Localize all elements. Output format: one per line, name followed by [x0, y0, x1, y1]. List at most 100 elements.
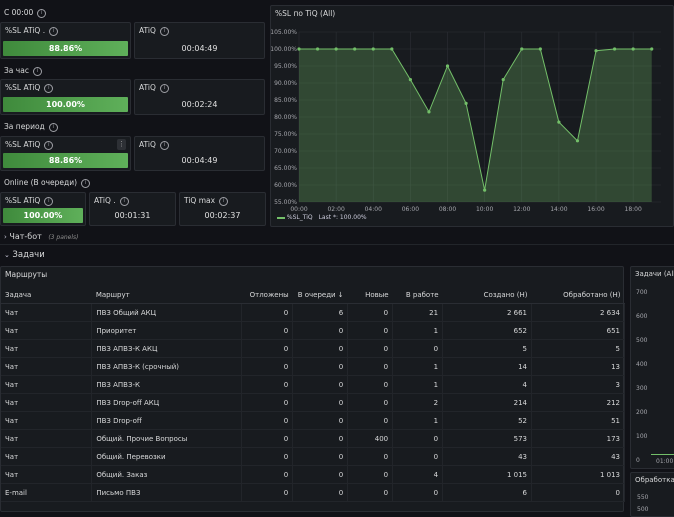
data-point — [594, 49, 598, 53]
column-header[interactable]: Создано (Н) — [442, 286, 532, 304]
column-header[interactable]: Обработано (Н) — [531, 286, 625, 304]
data-point — [390, 47, 394, 51]
panel-menu-icon[interactable]: ⋮ — [117, 139, 126, 150]
table-row[interactable]: Чат ПВЗ АПВЗ-К (срочный) 0 0 0 1 14 13 — [1, 357, 625, 376]
column-header[interactable]: Отложены — [241, 286, 293, 304]
column-header[interactable]: Задача — [1, 286, 92, 304]
data-point — [427, 110, 431, 114]
routes-panel[interactable]: Маршруты Задача Маршрут Отложены В очереди … — [0, 266, 625, 512]
stat-value: 00:02:37 — [204, 211, 241, 220]
stat-atiq-1[interactable]: ATiQ i 00:04:49 — [134, 22, 265, 59]
table-header-row: Задача Маршрут Отложены В очереди ↓ Новые В р… — [1, 286, 625, 304]
table-row[interactable]: Чат ПВЗ Drop-off 0 0 0 1 52 51 — [1, 411, 625, 430]
data-point — [520, 47, 524, 51]
table-cell: 51 — [531, 411, 625, 430]
info-icon[interactable]: i — [119, 196, 129, 206]
table-cell: 1 — [392, 411, 444, 430]
data-point — [445, 64, 450, 68]
info-icon[interactable]: i — [159, 26, 169, 36]
x-tick-label: 04:00 — [365, 206, 382, 213]
stat-sl-atiq-1[interactable]: %SL ATiQ .i 88.86% — [0, 22, 131, 59]
table-row[interactable]: E-mail Письмо ПВЗ 0 0 0 0 6 0 — [1, 483, 625, 502]
y-tick-label: 85.00% — [274, 97, 297, 104]
table-row[interactable]: Чат ПВЗ АПВЗ-К АКЦ 0 0 0 0 5 5 — [1, 339, 625, 358]
table-cell: 14 — [442, 357, 532, 376]
series-line — [299, 48, 652, 191]
info-icon[interactable]: i — [159, 83, 169, 93]
stat-title: ATiQ — [139, 26, 156, 35]
sl-gauge-bar: 100.00% — [3, 208, 83, 223]
y-tick: 600 — [636, 313, 648, 320]
divider — [0, 244, 674, 245]
x-tick: 01:00 — [656, 458, 674, 465]
info-icon[interactable]: i — [44, 83, 54, 93]
y-tick: 100 — [636, 433, 648, 440]
stat-sl-atiq-4[interactable]: %SL ATiQ i 100.00% — [0, 192, 86, 226]
data-point — [631, 47, 635, 51]
y-tick: 700 — [636, 289, 648, 296]
x-tick-label: 02:00 — [327, 206, 344, 213]
info-icon[interactable]: i — [159, 140, 169, 150]
info-icon[interactable]: i — [49, 26, 59, 36]
stat-atiq-3[interactable]: ATiQ i 00:04:49 — [134, 136, 265, 171]
data-point — [557, 120, 561, 124]
data-point — [483, 188, 487, 192]
y-tick: 550 — [637, 494, 649, 501]
table-row[interactable]: Чат ПВЗ Drop-off АКЦ 0 0 0 2 214 212 — [1, 393, 625, 412]
stat-title: %SL ATiQ — [5, 140, 41, 149]
x-tick-label: 10:00 — [476, 206, 493, 213]
stat-atiq-2[interactable]: ATiQ i 00:02:24 — [134, 79, 265, 115]
data-point — [371, 47, 375, 51]
y-tick: 300 — [636, 385, 648, 392]
processing-panel[interactable]: Обработка 550 500 — [630, 472, 674, 517]
section-since-midnight: С 00:00 i — [4, 8, 47, 18]
table-row[interactable]: Чат Общий. Перевозки 0 0 0 0 43 43 — [1, 447, 625, 466]
table-cell: 3 — [531, 375, 625, 394]
table-cell: 0 — [392, 447, 444, 466]
column-header[interactable]: Маршрут — [91, 286, 242, 304]
sl-gauge-bar: 88.86% — [3, 153, 128, 168]
sl-chart-panel[interactable]: %SL по TiQ (All) 55.00% 60.00% 65.00% 70.00… — [270, 5, 674, 227]
row-chatbot[interactable]: › Чат-бот (3 panels) — [4, 232, 79, 241]
column-header[interactable]: Новые — [347, 286, 393, 304]
info-icon[interactable]: i — [44, 196, 54, 206]
stat-sl-atiq-2[interactable]: %SL ATiQ i 100.00% — [0, 79, 131, 115]
chevron-down-icon: ⌄ — [4, 251, 10, 259]
column-header[interactable]: В работе — [392, 286, 443, 304]
table-row[interactable]: Чат ПВЗ Общий АКЦ 0 6 0 21 2 661 2 634 — [1, 303, 625, 322]
stat-value: 00:04:49 — [181, 156, 218, 165]
y-tick-label: 55.00% — [274, 199, 297, 206]
data-point — [408, 78, 412, 82]
stat-sl-atiq-3[interactable]: %SL ATiQ i ⋮ 88.86% — [0, 136, 131, 171]
info-icon[interactable]: i — [81, 178, 91, 188]
data-point — [612, 47, 617, 51]
table-row[interactable]: Чат Общий. Прочие Вопросы 0 0 400 0 573 173 — [1, 429, 625, 448]
stat-atiq-4[interactable]: ATiQ .i 00:01:31 — [89, 192, 176, 226]
stat-title: %SL ATiQ — [5, 196, 41, 205]
info-icon[interactable]: i — [32, 66, 42, 76]
info-icon[interactable]: i — [44, 140, 54, 150]
tasks-all-panel[interactable]: Задачи (All) 700 600 500 400 300 200 100 0 01:0… — [630, 266, 674, 469]
info-icon[interactable]: i — [48, 122, 58, 132]
table-cell: 0 — [292, 321, 349, 340]
table-cell: ПВЗ АПВЗ-К АКЦ — [91, 339, 243, 358]
column-header[interactable]: В очереди ↓ — [292, 286, 348, 304]
stat-tiq-max[interactable]: TiQ max i 00:02:37 — [179, 192, 266, 226]
table-cell: ПВЗ Drop-off АКЦ — [91, 393, 243, 412]
data-point — [297, 47, 301, 51]
data-point — [334, 47, 338, 51]
x-tick-label: 12:00 — [513, 206, 530, 213]
section-period: За период i — [4, 122, 58, 132]
table-cell: 5 — [442, 339, 532, 358]
data-point — [501, 78, 505, 82]
table-cell: Чат — [1, 375, 93, 394]
table-row[interactable]: Чат Приоритет 0 0 0 1 652 651 — [1, 321, 625, 340]
table-cell: 1 — [392, 357, 444, 376]
table-row[interactable]: Чат Общий. Заказ 0 0 0 4 1 015 1 013 — [1, 465, 625, 484]
table-cell: Чат — [1, 447, 93, 466]
row-tasks[interactable]: ⌄ Задачи — [4, 250, 45, 260]
chart-legend[interactable]: %SL_TiQ Last *: 100.00% — [277, 214, 367, 221]
table-row[interactable]: Чат ПВЗ АПВЗ-К 0 0 0 1 4 3 — [1, 375, 625, 394]
info-icon[interactable]: i — [219, 196, 229, 206]
info-icon[interactable]: i — [37, 8, 47, 18]
